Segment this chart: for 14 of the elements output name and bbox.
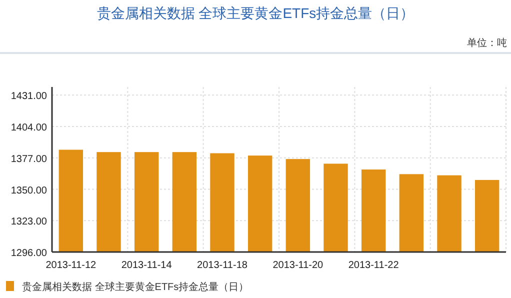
y-tick-label: 1323.00 xyxy=(10,216,48,228)
legend-label: 贵金属相关数据 全球主要黄金ETFs持金总量（日） xyxy=(22,281,249,293)
text: 单位：吨 xyxy=(467,37,507,49)
y-tick-label: 1431.00 xyxy=(10,91,48,102)
x-tick-label: 2013-11-22 xyxy=(348,260,400,271)
y-tick-label: 1296.00 xyxy=(10,248,48,259)
chart-title: 贵金属相关数据 全球主要黄金ETFs持金总量（日） xyxy=(96,5,414,21)
y-tick-label: 1350.00 xyxy=(10,185,48,196)
y-tick-label: 1404.00 xyxy=(10,122,48,134)
x-tick-label: 2013-11-12 xyxy=(46,260,97,271)
x-tick-label: 2013-11-20 xyxy=(272,260,324,271)
x-tick-label: 2013-11-18 xyxy=(197,260,248,271)
x-tick-label: 2013-11-14 xyxy=(121,260,172,271)
y-tick-label: 1377.00 xyxy=(10,154,48,165)
